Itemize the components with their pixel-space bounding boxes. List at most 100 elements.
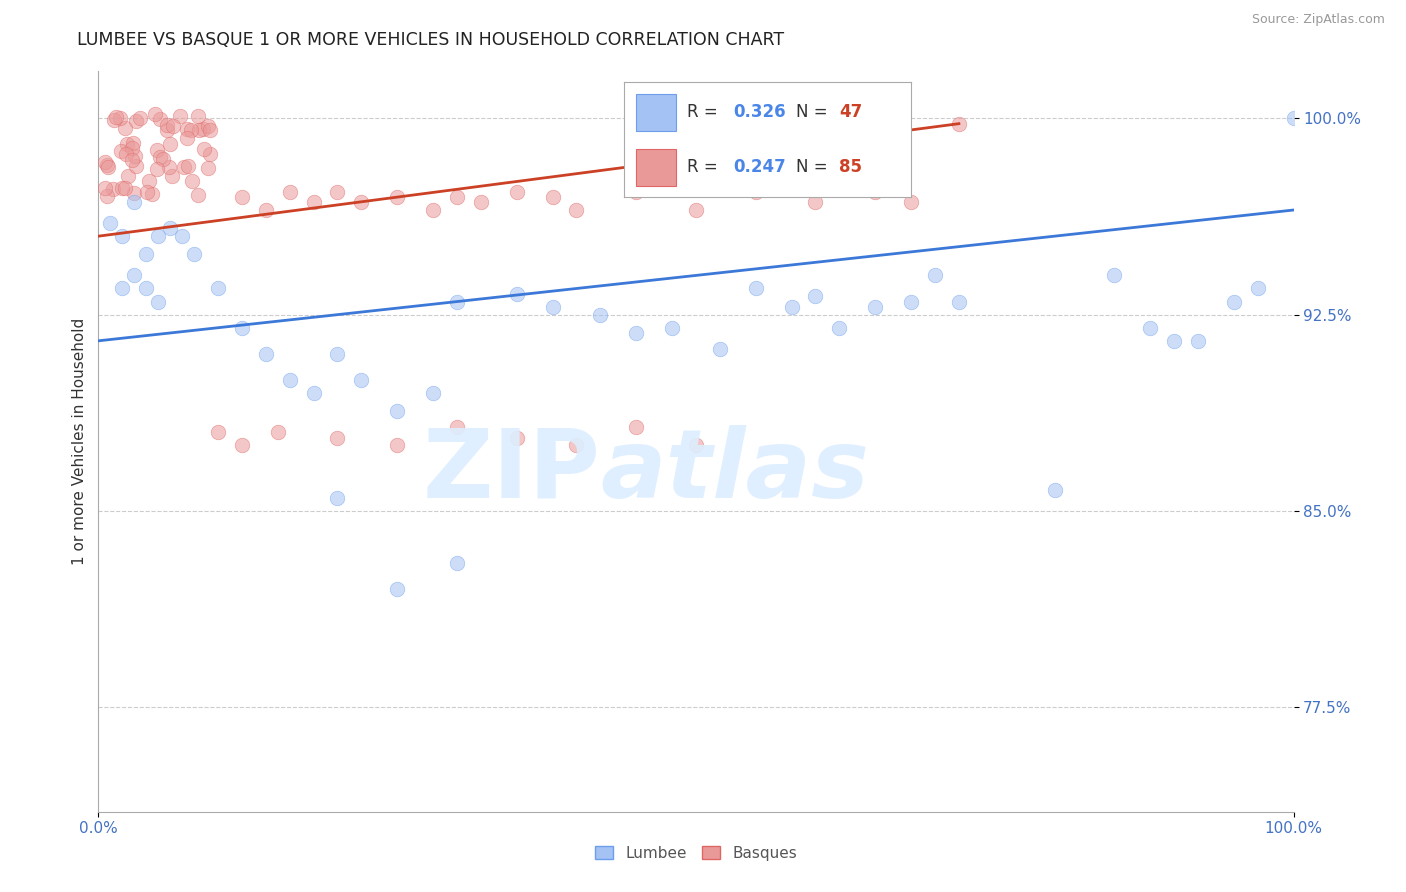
Point: [172, 229, 194, 244]
Point: [565, 202, 588, 217]
Y-axis label: 1 or more Vehicles in Household: 1 or more Vehicles in Household: [72, 318, 87, 566]
Point: [149, 150, 172, 164]
Point: [900, 294, 922, 309]
Point: [197, 161, 219, 175]
Point: [661, 320, 683, 334]
Point: [470, 195, 492, 210]
Point: [124, 195, 146, 210]
Point: [541, 300, 564, 314]
Point: [110, 145, 132, 159]
Point: [111, 281, 134, 295]
Point: [193, 121, 215, 136]
Point: [157, 161, 180, 175]
Point: [115, 136, 138, 151]
Point: [96, 158, 118, 172]
Point: [422, 202, 444, 217]
Point: [96, 189, 118, 203]
Point: [187, 188, 209, 202]
Point: [108, 111, 131, 125]
Point: [122, 136, 145, 151]
Point: [626, 420, 648, 434]
Point: [422, 386, 444, 401]
Point: [117, 169, 139, 183]
Point: [159, 221, 181, 235]
Point: [177, 159, 200, 173]
Point: [254, 347, 277, 361]
Point: [169, 110, 191, 124]
Point: [187, 109, 209, 123]
Point: [541, 190, 564, 204]
Point: [198, 123, 221, 137]
Point: [828, 320, 851, 334]
Point: [231, 190, 253, 204]
Point: [1282, 112, 1305, 126]
Text: atlas: atlas: [600, 425, 869, 517]
Point: [385, 438, 409, 452]
Point: [506, 286, 529, 301]
Point: [924, 268, 946, 283]
Legend: Lumbee, Basques: Lumbee, Basques: [589, 839, 803, 867]
Point: [745, 281, 768, 295]
Point: [114, 120, 136, 135]
Point: [197, 120, 219, 134]
Point: [302, 195, 325, 210]
Point: [124, 268, 146, 283]
Point: [1247, 281, 1270, 295]
Point: [114, 181, 136, 195]
Point: [506, 185, 529, 199]
Point: [125, 113, 148, 128]
Point: [181, 174, 204, 188]
Point: [948, 117, 970, 131]
Point: [326, 491, 349, 505]
Point: [804, 195, 827, 210]
Point: [350, 373, 373, 387]
Point: [709, 342, 731, 356]
Point: [326, 431, 349, 445]
Point: [804, 289, 827, 303]
Point: [1104, 268, 1126, 283]
Point: [121, 153, 143, 167]
Point: [385, 582, 409, 597]
Point: [103, 112, 125, 127]
Point: [193, 142, 215, 156]
Point: [207, 425, 229, 440]
Point: [128, 112, 150, 126]
Point: [506, 431, 529, 445]
Point: [145, 162, 167, 177]
Point: [565, 438, 588, 452]
Point: [155, 118, 177, 132]
Point: [446, 420, 468, 434]
Point: [745, 185, 768, 199]
Point: [326, 185, 349, 199]
Point: [160, 169, 183, 184]
Point: [780, 300, 803, 314]
Point: [278, 185, 301, 199]
Point: [446, 294, 468, 309]
Point: [148, 229, 170, 244]
Text: ZIP: ZIP: [422, 425, 600, 517]
Point: [385, 190, 409, 204]
Point: [200, 146, 222, 161]
Point: [865, 300, 887, 314]
Point: [1223, 294, 1246, 309]
Point: [96, 160, 118, 174]
Point: [125, 159, 148, 173]
Point: [105, 110, 128, 124]
Point: [302, 386, 325, 401]
Point: [446, 556, 468, 570]
Point: [183, 247, 205, 261]
Point: [385, 404, 409, 418]
Point: [188, 123, 211, 137]
Point: [626, 326, 648, 340]
Point: [115, 147, 138, 161]
Point: [111, 180, 134, 194]
Point: [231, 438, 253, 452]
Point: [948, 294, 970, 309]
Point: [180, 123, 202, 137]
Point: [278, 373, 301, 387]
Point: [685, 202, 707, 217]
Point: [326, 347, 349, 361]
Point: [141, 186, 163, 201]
Point: [101, 182, 124, 196]
Point: [136, 186, 159, 200]
